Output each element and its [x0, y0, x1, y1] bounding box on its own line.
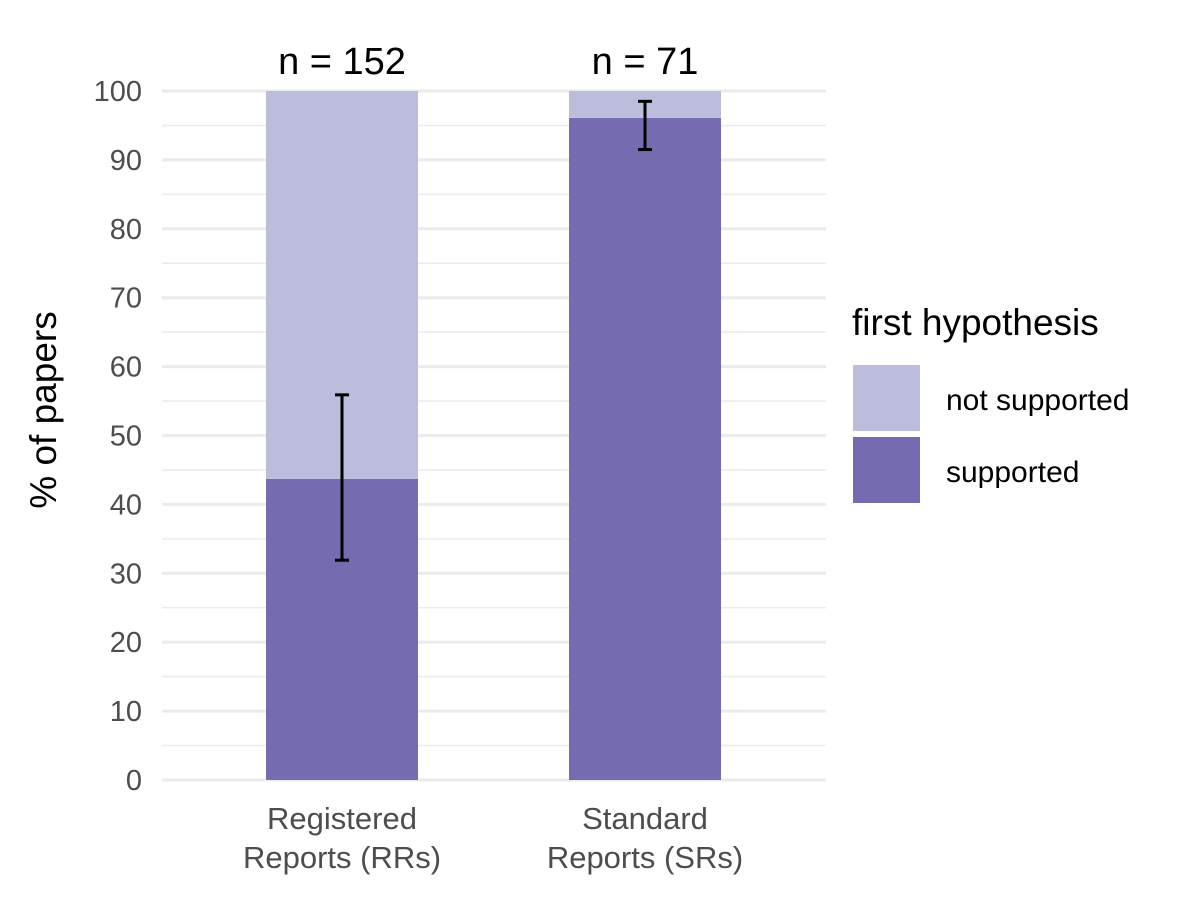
y-tick-label: 30: [110, 558, 142, 590]
bars: [266, 91, 721, 781]
legend-label: supported: [946, 456, 1079, 489]
bar-supported: [569, 117, 721, 781]
y-tick-label: 100: [94, 76, 142, 108]
y-tick-label: 10: [110, 696, 142, 728]
y-tick-label: 0: [126, 765, 142, 797]
gridlines: [162, 89, 826, 782]
legend: first hypothesis not supported supported: [852, 302, 1129, 503]
y-tick-label: 70: [110, 283, 142, 315]
error-bar: [335, 393, 349, 562]
x-category-label: Standard Reports (SRs): [547, 801, 743, 875]
x-axis-ticks: Registered Reports (RRs) Standard Reports (…: [243, 801, 743, 875]
x-category-label-line: Reports (SRs): [547, 840, 743, 875]
y-tick-label: 80: [110, 214, 142, 246]
legend-entries: not supported supported: [853, 365, 1129, 503]
legend-title: first hypothesis: [852, 302, 1099, 343]
legend-entry: supported: [853, 437, 1079, 503]
y-tick-label: 90: [110, 145, 142, 177]
n-annotation: n = 71: [592, 41, 699, 83]
y-axis-ticks: 0 10 20 30 40 50 60 70 80 90 100: [94, 76, 142, 797]
legend-swatch: [853, 437, 920, 503]
y-tick-label: 50: [110, 421, 142, 453]
x-category-label-line: Reports (RRs): [243, 840, 441, 875]
y-tick-label: 20: [110, 627, 142, 659]
y-tick-label: 40: [110, 489, 142, 521]
x-category-label-line: Standard: [582, 801, 708, 836]
bar-annotations: n = 152 n = 71: [278, 41, 698, 83]
legend-entry: not supported: [853, 365, 1129, 431]
y-axis-title: % of papers: [23, 311, 64, 508]
y-tick-label: 60: [110, 352, 142, 384]
x-category-label-line: Registered: [267, 801, 417, 836]
legend-label: not supported: [946, 384, 1129, 417]
error-bars: [335, 99, 652, 562]
n-annotation: n = 152: [278, 41, 406, 83]
error-bar: [638, 99, 652, 152]
legend-swatch: [853, 365, 920, 431]
x-category-label: Registered Reports (RRs): [243, 801, 441, 875]
